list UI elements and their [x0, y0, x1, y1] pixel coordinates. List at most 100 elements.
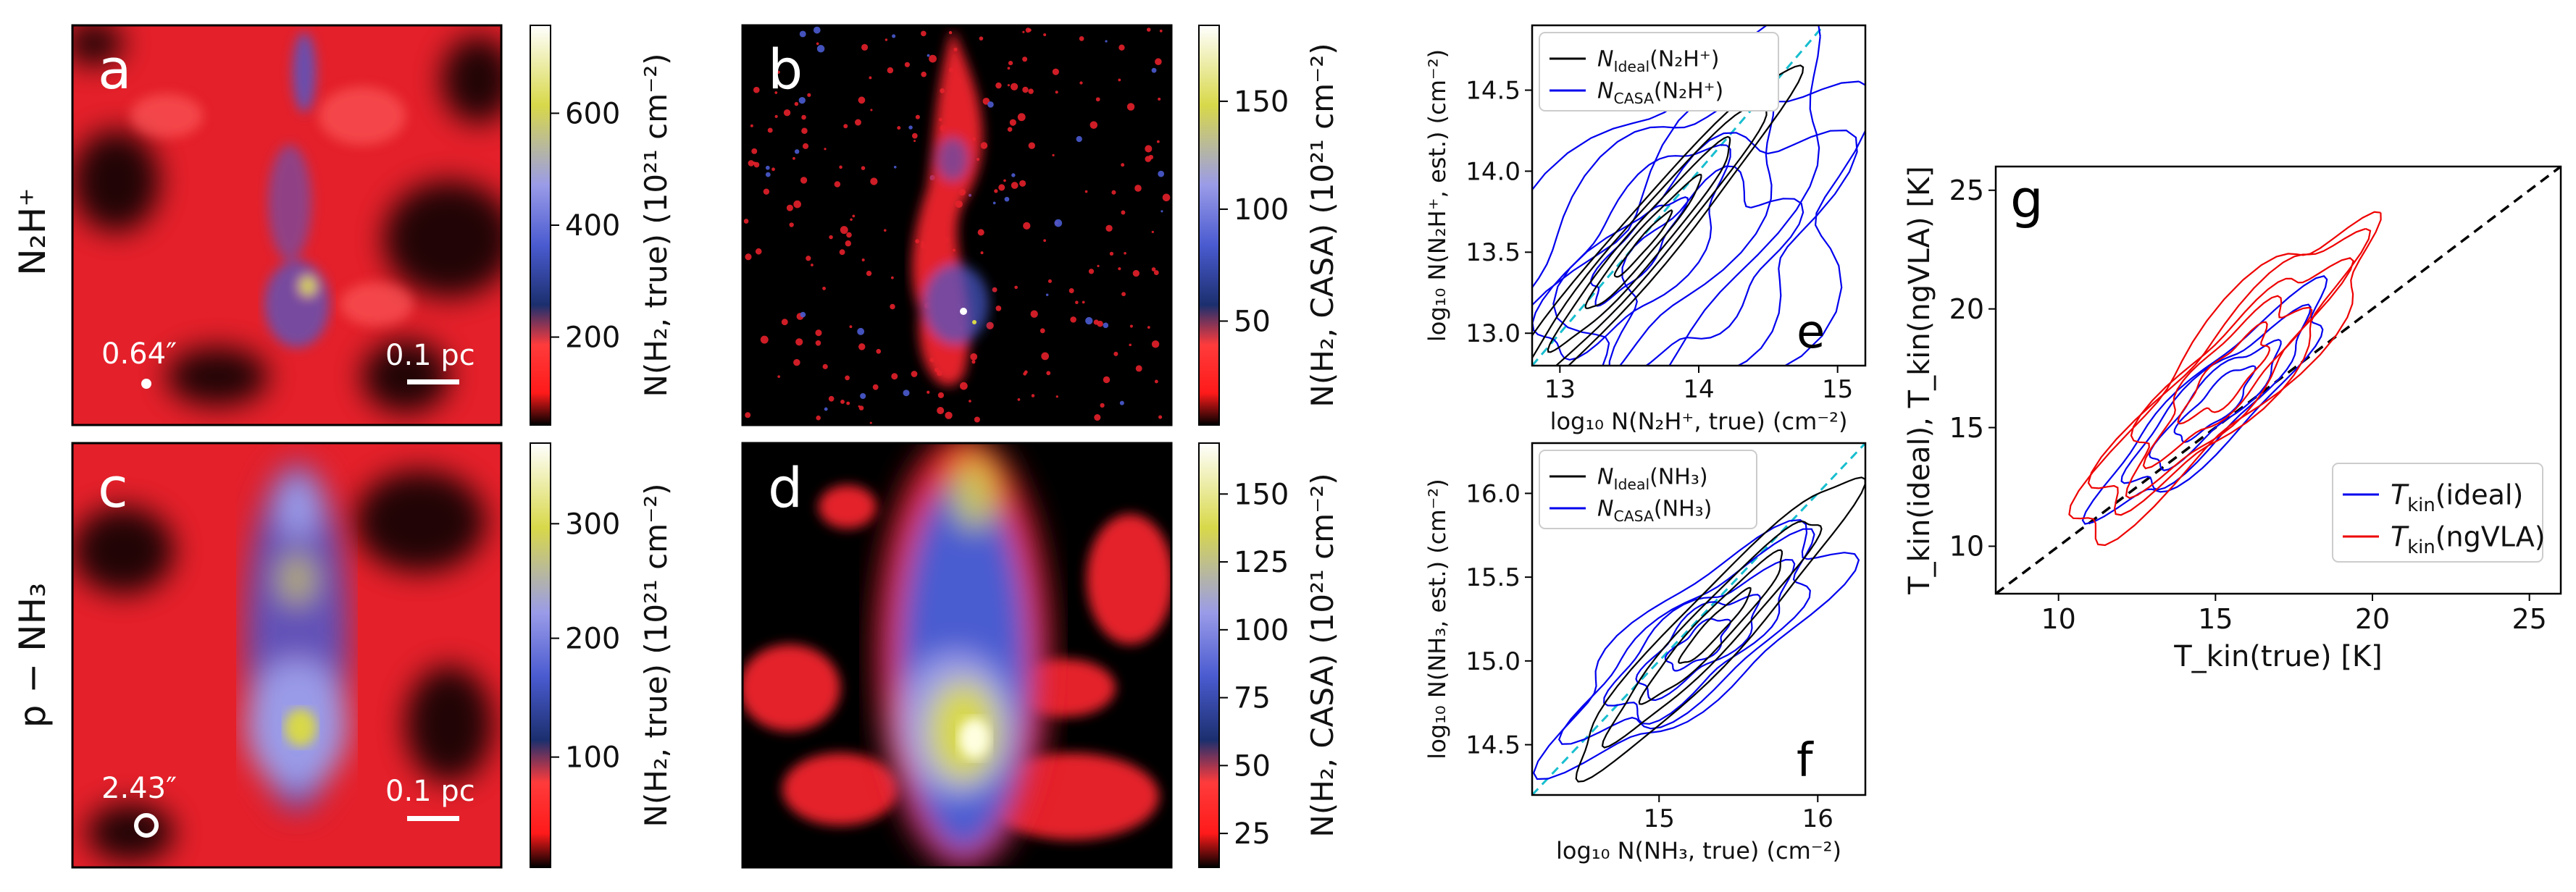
panel-c-beam-label: 2.43″	[101, 772, 177, 805]
contour-line	[1638, 549, 1783, 705]
y-tick-label: 13.0	[1465, 319, 1521, 348]
panel-c-colorbar: 100 200 300 N(H₂, true) (10²¹ cm⁻²)	[530, 442, 674, 868]
panel-e-contours	[1532, 25, 1865, 366]
x-axis-label: log₁₀ N(N₂H⁺, true) (cm⁻²)	[1550, 408, 1848, 435]
colorbar-tick-label: 50	[1234, 305, 1271, 338]
panel-a-beam-marker	[141, 379, 151, 389]
legend-entry: Tkin(ngVLA)	[2391, 521, 2546, 558]
panel-g-plot: 10 15 20 25 10 15 20 25 T_kin(true) [K] T_kin(ide…	[1903, 165, 2562, 673]
panel-g-letter: g	[2010, 169, 2044, 230]
legend-box	[1539, 450, 1757, 529]
contour-line	[1678, 586, 1752, 664]
colorbar-tick-label: 25	[1234, 817, 1271, 851]
panel-e-axes: 13 14 15 13.0 13.5 14.0 14.5 log₁₀ N(N₂H⁺, true…	[1423, 49, 1853, 435]
colorbar-tick-label: 150	[1234, 85, 1289, 119]
contour-line	[1557, 528, 1815, 745]
panel-e-legend: NIdeal(N₂H⁺) NCASA(N₂H⁺)	[1539, 32, 1779, 112]
x-tick-label: 20	[2355, 603, 2390, 635]
panel-c-letter: c	[98, 455, 128, 520]
y-tick-label: 20	[1949, 293, 1984, 325]
row-label-bottom: p − NH₃	[12, 583, 54, 728]
legend-box	[2332, 463, 2543, 563]
contour-line	[1575, 476, 1865, 783]
contour-line	[1532, 107, 1768, 366]
row-label-bottom-text: p − NH₃	[12, 583, 54, 728]
y-axis-label: log₁₀ N(NH₃, est.) (cm⁻²)	[1423, 479, 1451, 759]
contour-line	[1547, 135, 1731, 353]
panel-d-colorbar-label: N(H₂, CASA) (10²¹ cm⁻²)	[1305, 473, 1340, 837]
colorbar-tick-label: 100	[1234, 614, 1289, 647]
panel-c-scalebar	[407, 816, 459, 821]
panel-f-axes: 15 16 14.5 15.0 15.5 16.0 log₁₀ N(NH₃, true) (…	[1423, 479, 1841, 864]
panel-g-contours	[1996, 167, 2561, 594]
contour-line	[2142, 295, 2313, 470]
row-label-top-text: N₂H⁺	[12, 188, 54, 275]
y-tick-label: 15.5	[1465, 563, 1521, 592]
contour-line	[1603, 558, 1796, 725]
contour-line	[1532, 25, 1821, 366]
panel-b-colorbar: 50 100 150 N(H₂, CASA) (10²¹ cm⁻²)	[1198, 25, 1340, 426]
panel-e-plot: 13 14 15 13.0 13.5 14.0 14.5 log₁₀ N(N₂H⁺, true…	[1423, 24, 1867, 435]
y-tick-label: 13.5	[1465, 238, 1521, 267]
reference-line	[1532, 443, 1865, 795]
colorbar-tick-label: 100	[565, 741, 620, 775]
x-tick-label: 14	[1683, 375, 1714, 404]
contour-line	[1584, 173, 1702, 310]
legend-box	[1539, 32, 1779, 112]
panel-a-scalebar-label: 0.1 pc	[385, 339, 475, 372]
colorbar-tick-label: 50	[1234, 749, 1271, 783]
contour-line	[2177, 321, 2271, 425]
panel-a-colorbar: 200 400 600 N(H₂, true) (10²¹ cm⁻²)	[530, 25, 674, 426]
colorbar-tick-label: 400	[565, 209, 620, 243]
panel-e-letter: e	[1797, 306, 1825, 359]
panel-a-colorbar-ticks: 200 400 600	[551, 97, 620, 355]
x-tick-label: 10	[2041, 603, 2075, 635]
y-tick-label: 16.0	[1465, 479, 1521, 508]
row-label-top: N₂H⁺	[12, 188, 54, 275]
contour-line	[1532, 88, 1776, 366]
panel-d-colorbar: 25 50 75 100 125 150 N(H₂, CASA) (10²¹ cm⁻²)	[1198, 442, 1340, 868]
y-tick-label: 14.0	[1465, 157, 1521, 186]
panel-f-plot: 15 16 14.5 15.0 15.5 16.0 log₁₀ N(NH₃, true) (…	[1423, 442, 1867, 864]
x-axis-label: T_kin(true) [K]	[2173, 640, 2383, 673]
contour-line	[2125, 257, 2354, 500]
panel-b-colorbar-label: N(H₂, CASA) (10²¹ cm⁻²)	[1305, 43, 1340, 407]
y-tick-label: 14.5	[1465, 731, 1521, 760]
contour-line	[1613, 209, 1673, 278]
colorbar-tick-label: 200	[565, 321, 620, 355]
panel-c-colorbar-ticks: 100 200 300	[551, 508, 620, 775]
legend-entry: Tkin(ideal)	[2391, 479, 2523, 516]
x-tick-label: 15	[2198, 603, 2233, 635]
x-tick-label: 16	[1802, 804, 1833, 833]
colorbar-tick-label: 150	[1234, 478, 1289, 511]
panel-a-scalebar	[407, 379, 459, 384]
contour-line	[1532, 144, 1731, 361]
x-tick-label: 15	[1822, 375, 1853, 404]
colorbar-tick-label: 125	[1234, 546, 1289, 579]
contour-line	[1532, 64, 1805, 366]
y-tick-label: 25	[1949, 174, 1984, 206]
y-tick-label: 15	[1949, 412, 1984, 444]
panel-g-axes: 10 15 20 25 10 15 20 25 T_kin(true) [K] T_kin(ide…	[1903, 166, 2547, 673]
panel-b-map: b	[741, 24, 1173, 426]
panel-f-legend: NIdeal(NH₃) NCASA(NH₃)	[1539, 450, 1757, 529]
contour-line	[2087, 227, 2372, 516]
panel-c-beam-marker	[134, 813, 159, 838]
panel-b-letter: b	[768, 37, 803, 101]
contour-line	[2120, 303, 2312, 491]
contour-line	[1532, 518, 1860, 780]
panel-a-beam-label: 0.64″	[101, 337, 177, 371]
legend-entry: NIdeal(N₂H⁺)	[1597, 47, 1719, 76]
panel-d-letter: d	[768, 455, 803, 520]
panel-d-map: d	[741, 442, 1173, 869]
y-axis-label: T_kin(ideal), T_kin(ngVLA) [K]	[1903, 166, 1936, 595]
colorbar-tick-label: 75	[1234, 682, 1271, 715]
colorbar-tick-label: 200	[565, 623, 620, 656]
contour-line	[2173, 365, 2257, 443]
colorbar-tick-label: 300	[565, 508, 620, 541]
legend-entry: NIdeal(NH₃)	[1597, 465, 1708, 494]
legend-entry: NCASA(N₂H⁺)	[1597, 79, 1723, 108]
panel-a-colorbar-label: N(H₂, true) (10²¹ cm⁻²)	[638, 53, 674, 397]
y-tick-label: 14.5	[1465, 76, 1521, 105]
